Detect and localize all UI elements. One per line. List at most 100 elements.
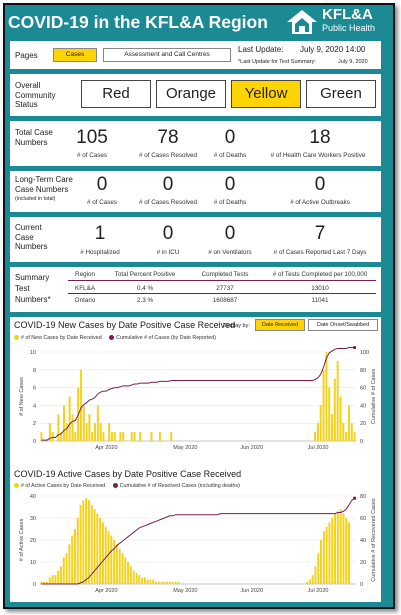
y-right-tick-label: 0 [360,582,363,588]
bar [102,432,105,441]
bar [328,387,331,441]
ltc-outbreaks-caption: # of Active Outbreaks [290,199,350,206]
bar [76,518,79,584]
bar [138,575,141,584]
bar [122,432,125,441]
logo-name: KFL&A [322,6,373,23]
active-cases-chart-title: COVID-19 Active Cases by Date Positive C… [14,469,242,479]
pages-label: Pages [15,51,38,60]
bar [333,378,336,441]
y-left-tick-label: 0 [33,439,36,445]
y-right-tick-label: 20 [360,421,366,427]
tab-assessment-centres[interactable]: Assessment and Call Centres [103,48,231,62]
bar [336,511,339,584]
display-date-received-button[interactable]: Date Received [255,319,305,331]
logo-subtitle: Public Health [322,23,376,33]
x-tick-label: May 2020 [173,445,197,451]
tab-cases[interactable]: Cases [53,48,97,62]
cumulative-line [41,497,355,585]
summary-row-per100k: 11041 [311,297,329,304]
ltc-cases-value: 0 [96,174,108,195]
bar [127,562,130,584]
y-left-tick-label: 8 [33,368,36,374]
bar [82,500,85,584]
bar [146,579,149,584]
line-end-point [352,345,357,350]
deaths-caption: # of Deaths [213,152,247,159]
bar [113,540,116,584]
bar [130,432,133,441]
cumulative-line [41,347,355,441]
y-right-tick-label: 60 [360,386,366,392]
legend-resolved-cases: Cumulative # of Resolved Cases (includin… [119,483,240,489]
bar [71,414,74,441]
bar [124,557,127,584]
summary-header-region: Region [75,271,95,278]
bar [170,432,173,441]
bar [339,509,342,584]
bar [96,405,99,441]
line-end-point [353,496,357,500]
y-left-tick-label: 0 [33,582,36,588]
current-cases-panel: Current Case Numbers 1 # Hospitalized 0 … [10,217,381,262]
bar [342,513,345,584]
bar [57,414,60,441]
bar [331,518,334,584]
bar [342,423,345,441]
ventilators-caption: # on Ventilators [208,249,252,256]
ltc-outbreaks-value: 0 [314,174,326,195]
legend-bar-swatch [14,335,19,341]
legend-new-cases: # of New Cases by Date Received [21,335,102,341]
display-date-onset-button[interactable]: Date Onset/Swabbed [308,319,378,331]
new-cases-chart-title: COVID-19 New Cases by Date Positive Case… [14,320,236,330]
new-cases-legend: # of New Cases by Date Received Cumulati… [14,335,216,341]
y-left-axis-label: # of New Cases [19,377,25,416]
summary-row-percent: 2.3 % [136,297,154,304]
bar [353,432,356,441]
bar [139,432,142,441]
bar [43,581,46,584]
bar [325,352,328,441]
ltc-deaths-value: 0 [224,174,236,195]
bar [345,518,348,584]
active-cases-chart: 0 10 20 30 40 0 20 40 60 80 Apr 2020 May 2020 Jun 20… [19,494,377,594]
total-cases-caption: # of Cases [76,152,108,159]
bar [322,369,325,441]
ltc-resolved-value: 0 [162,174,174,195]
y-right-tick-label: 0 [360,439,363,445]
bar [174,581,177,584]
summary-row-per100k: 13010 [311,285,329,292]
bar [334,513,337,584]
x-tick-label: May 2020 [173,588,197,594]
ltc-resolved-caption: # of Cases Resolved [138,199,198,206]
bar [316,423,319,441]
bar [132,570,135,584]
bar [150,432,153,441]
icu-caption: # in ICU [156,249,180,256]
bar [85,423,88,441]
bar [158,432,161,441]
bar [325,526,328,584]
hospitalized-value: 1 [94,223,106,244]
summary-row-rule [68,293,376,294]
y-right-tick-label: 60 [360,516,366,522]
bar [96,513,99,584]
total-cases-label: Total Case Numbers [15,128,53,147]
bar [54,575,57,584]
y-right-tick-label: 80 [360,494,366,500]
bar [113,432,116,441]
bar [68,544,71,584]
status-green: Green [306,80,376,108]
hcw-positive-value: 18 [309,127,331,148]
bar [48,577,51,584]
bar [74,432,77,441]
bar [143,577,146,584]
summary-tests-label: Summary Test Numbers* [15,273,51,304]
bar [51,575,54,584]
bar [57,570,60,584]
y-right-tick-label: 40 [360,538,366,544]
bar [119,432,122,441]
deaths-value: 0 [224,127,236,148]
bar [135,573,138,584]
